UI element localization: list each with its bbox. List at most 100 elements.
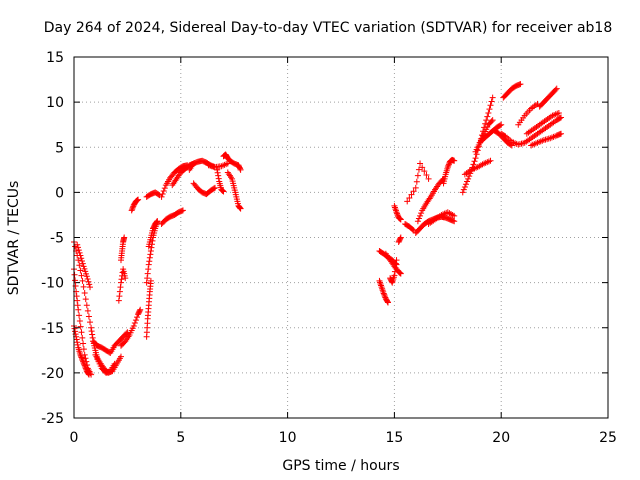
series-arc-h4	[387, 257, 400, 286]
data-point	[74, 297, 81, 304]
data-point	[71, 325, 78, 332]
data-point	[72, 328, 79, 335]
data-point	[137, 306, 144, 313]
data-point	[413, 178, 420, 185]
x-tick-label: 15	[385, 430, 403, 446]
data-point	[215, 175, 222, 182]
series-arc-c3	[115, 266, 129, 304]
data-point	[79, 357, 86, 364]
data-point	[423, 172, 430, 179]
data-point	[408, 191, 415, 198]
series-arc-l1	[498, 114, 565, 148]
data-point	[486, 106, 493, 113]
x-axis-label: GPS time / hours	[282, 458, 399, 474]
data-point	[77, 252, 84, 259]
data-point	[397, 234, 404, 241]
data-point	[445, 161, 452, 168]
data-point	[391, 272, 398, 279]
data-point	[117, 284, 124, 291]
data-point	[391, 268, 398, 275]
series-arc-a2	[71, 266, 95, 378]
data-point	[82, 365, 89, 372]
y-tick-label: -10	[41, 276, 64, 292]
data-point	[136, 307, 143, 314]
data-point	[147, 248, 154, 255]
data-point	[81, 362, 88, 369]
data-point	[80, 346, 87, 353]
data-point	[451, 218, 458, 225]
data-point	[488, 118, 495, 125]
data-point	[470, 161, 477, 168]
data-point	[211, 184, 218, 191]
series-arc-i3	[395, 234, 404, 246]
y-tick-label: -15	[41, 321, 64, 337]
data-point	[78, 272, 85, 279]
y-tick-label: -20	[41, 366, 64, 382]
data-point	[117, 279, 124, 286]
series-arc-k2	[461, 157, 494, 178]
series-arc-l2	[528, 130, 565, 149]
data-point	[130, 322, 137, 329]
series-arc-k1	[459, 94, 496, 196]
data-point	[556, 115, 563, 122]
series-arc-k5	[491, 128, 515, 149]
data-point	[74, 302, 81, 309]
data-point	[117, 353, 124, 360]
data-point	[122, 275, 129, 282]
data-point	[84, 276, 91, 283]
data-point	[462, 181, 469, 188]
data-point	[517, 81, 524, 88]
data-point	[498, 121, 505, 128]
data-point	[85, 370, 92, 377]
data-point	[74, 339, 81, 346]
data-point	[83, 273, 90, 280]
data-point	[121, 234, 128, 241]
data-point	[154, 218, 161, 225]
data-point	[80, 340, 87, 347]
data-point	[144, 275, 151, 282]
data-point	[488, 98, 495, 105]
data-point	[76, 262, 83, 269]
data-point	[74, 341, 81, 348]
data-point	[82, 296, 89, 303]
y-tick-label: 15	[46, 50, 64, 66]
data-point	[131, 320, 138, 327]
data-point	[464, 178, 471, 185]
data-point	[135, 196, 142, 203]
data-point	[451, 212, 458, 219]
series-arc-i2	[402, 220, 417, 234]
series-arc-g2	[224, 169, 244, 212]
data-point	[393, 209, 400, 216]
series-arc-c2	[117, 234, 128, 264]
data-point	[215, 172, 222, 179]
data-point	[146, 258, 153, 265]
data-point	[451, 157, 458, 164]
data-point	[116, 288, 123, 295]
data-point	[393, 260, 400, 267]
data-point	[489, 94, 496, 101]
data-point	[153, 218, 160, 225]
x-tick-label: 20	[492, 430, 510, 446]
data-point	[414, 218, 421, 225]
data-point	[553, 85, 560, 92]
data-point	[485, 109, 492, 116]
data-point	[214, 166, 221, 173]
data-point	[81, 361, 88, 368]
data-point	[381, 291, 388, 298]
data-point	[84, 307, 91, 314]
data-point	[459, 189, 466, 196]
data-point	[79, 257, 86, 264]
data-point	[397, 216, 404, 223]
data-point	[445, 162, 452, 169]
data-point	[472, 155, 479, 162]
series-arc-h3	[382, 250, 404, 277]
data-point	[78, 255, 85, 262]
data-point	[237, 204, 244, 211]
y-tick-label: 0	[55, 185, 64, 201]
y-tick-labels: -25 -20 -15 -10 -5 0 5 10 15	[41, 50, 64, 427]
data-point	[558, 130, 565, 137]
data-point	[421, 168, 428, 175]
data-point	[85, 313, 92, 320]
data-point	[465, 175, 472, 182]
